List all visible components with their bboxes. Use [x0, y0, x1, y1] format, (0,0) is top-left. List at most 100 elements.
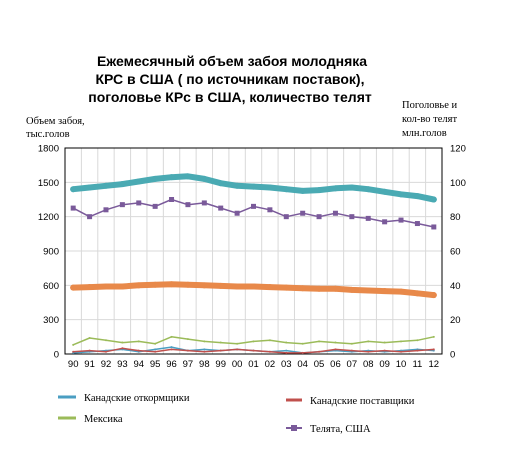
- data-point: [332, 210, 338, 216]
- data-point: [334, 341, 337, 344]
- data-point: [268, 350, 271, 353]
- data-point: [104, 350, 107, 353]
- right-axis-label-line-3: млн.голов: [402, 128, 447, 139]
- x-tick-label: 01: [248, 359, 259, 370]
- left-tick-label: 900: [43, 247, 59, 258]
- data-point: [72, 343, 75, 346]
- data-point: [332, 185, 339, 192]
- x-tick-label: 93: [117, 359, 128, 370]
- legend-item-canadian-feeders: Канадские откормщики: [58, 393, 190, 404]
- data-point: [70, 186, 77, 193]
- title-line-3: поголовье КРс в США, количество телят: [88, 89, 372, 105]
- data-point: [234, 210, 240, 216]
- data-point: [70, 205, 76, 211]
- data-point: [283, 186, 290, 193]
- data-point: [383, 341, 386, 344]
- data-point: [318, 340, 321, 343]
- right-tick-label: 60: [450, 247, 461, 258]
- data-point: [184, 173, 191, 180]
- x-tick-label: 05: [314, 359, 325, 370]
- data-point: [431, 224, 437, 230]
- plot-frame: [64, 147, 443, 355]
- data-point: [398, 191, 405, 198]
- data-point: [316, 187, 323, 194]
- data-point: [170, 348, 173, 351]
- data-point: [234, 182, 241, 189]
- data-point: [219, 349, 222, 352]
- data-point: [121, 341, 124, 344]
- series-line-3: [72, 198, 435, 228]
- data-point: [203, 348, 206, 351]
- data-point: [432, 335, 435, 338]
- left-axis-ticks: 0 300 600 900 1200 1500 1800: [38, 144, 59, 361]
- left-tick-label: 600: [43, 281, 59, 292]
- data-point: [266, 184, 273, 191]
- x-tick-label: 96: [166, 359, 177, 370]
- data-point: [414, 193, 421, 200]
- data-point: [236, 348, 239, 351]
- legend: Канадские откормщики Мексика Канадские п…: [58, 393, 415, 435]
- left-tick-label: 1800: [38, 144, 59, 155]
- data-point: [430, 292, 437, 299]
- data-point: [154, 350, 157, 353]
- data-point: [203, 340, 206, 343]
- x-tick-label: 94: [133, 359, 144, 370]
- data-point: [72, 350, 75, 353]
- left-tick-label: 0: [54, 350, 59, 361]
- data-point: [218, 205, 224, 211]
- right-axis-label-line-2: кол-во телят: [402, 114, 457, 125]
- x-tick-label: 92: [101, 359, 112, 370]
- data-point: [86, 184, 93, 191]
- data-point: [203, 350, 206, 353]
- data-point: [285, 341, 288, 344]
- title-line-1: Ежемесячный объем забоя молодняка: [97, 53, 367, 69]
- data-point: [70, 284, 77, 291]
- data-point: [381, 288, 388, 295]
- data-point: [154, 348, 157, 351]
- left-axis-label: Объем забоя, тыс.голов: [26, 116, 85, 140]
- data-point: [350, 342, 353, 345]
- data-point: [299, 285, 306, 292]
- data-point: [365, 215, 371, 221]
- gridlines: [65, 148, 442, 354]
- x-tick-label: 10: [396, 359, 407, 370]
- data-point: [430, 196, 437, 203]
- data-point: [414, 221, 420, 227]
- x-tick-label: 04: [297, 359, 308, 370]
- data-point: [267, 207, 273, 213]
- data-point: [301, 342, 304, 345]
- x-tick-label: 00: [232, 359, 243, 370]
- data-point: [300, 210, 306, 216]
- data-point: [119, 202, 125, 208]
- right-tick-label: 80: [450, 212, 461, 223]
- data-point: [236, 342, 239, 345]
- data-point: [136, 200, 142, 206]
- data-point: [334, 348, 337, 351]
- data-point: [217, 282, 224, 289]
- data-point: [301, 351, 304, 354]
- x-tick-label: 08: [363, 359, 374, 370]
- data-point: [350, 349, 353, 352]
- data-point: [168, 281, 175, 288]
- x-tick-label: 95: [150, 359, 161, 370]
- data-point: [432, 348, 435, 351]
- x-tick-label: 97: [183, 359, 194, 370]
- right-axis-label-line-1: Поголовье и: [402, 100, 458, 111]
- data-point: [86, 284, 93, 291]
- data-point: [102, 283, 109, 290]
- right-tick-label: 40: [450, 281, 461, 292]
- legend-item-calves-usa: Телята, США: [286, 424, 371, 435]
- data-point: [252, 340, 255, 343]
- right-axis-ticks: 0 20 40 60 80 100 120: [450, 144, 466, 361]
- right-tick-label: 100: [450, 178, 466, 189]
- data-point: [416, 339, 419, 342]
- left-axis-label-line-2: тыс.голов: [26, 129, 70, 140]
- data-point: [103, 207, 109, 213]
- data-point: [283, 214, 289, 220]
- x-tick-label: 99: [215, 359, 226, 370]
- x-tick-label: 03: [281, 359, 292, 370]
- data-point: [169, 197, 175, 202]
- data-point: [121, 347, 124, 350]
- data-point: [367, 350, 370, 353]
- data-point: [398, 288, 405, 295]
